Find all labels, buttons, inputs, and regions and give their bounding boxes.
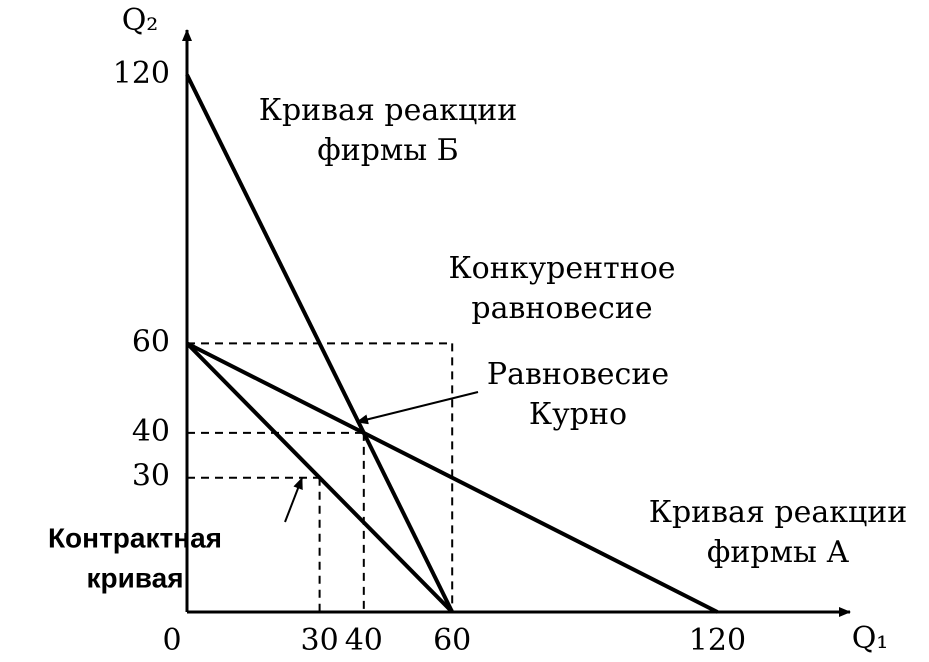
x-tick-label: 120 (689, 623, 746, 658)
line (185, 73, 454, 613)
y-axis-label: Q₂ (122, 3, 159, 38)
arrow (284, 477, 303, 523)
annotation: фирмы Б (317, 133, 458, 168)
x-axis-label: Q₁ (852, 621, 889, 656)
x-tick-label: 0 (162, 623, 181, 658)
y-tick-label: 120 (113, 56, 170, 91)
annotation: Равновесие (487, 357, 669, 392)
line (185, 341, 454, 614)
annotation: Контрактная (48, 522, 222, 553)
y-tick-label: 60 (132, 324, 170, 359)
annotation: Кривая реакции (649, 495, 908, 530)
x-tick-label: 40 (345, 623, 383, 658)
x-tick-label: 30 (301, 623, 339, 658)
line (186, 341, 719, 614)
annotation: Кривая реакции (259, 93, 518, 128)
annotation: равновесие (471, 291, 652, 326)
annotation: Конкурентное (448, 251, 675, 286)
y-tick-label: 40 (132, 414, 170, 449)
y-tick-label: 30 (132, 459, 170, 494)
annotation: фирмы А (707, 535, 849, 570)
annotation: Курно (529, 397, 627, 432)
arrow (356, 391, 479, 425)
x-tick-label: 60 (433, 623, 471, 658)
annotation: кривая (86, 562, 183, 593)
